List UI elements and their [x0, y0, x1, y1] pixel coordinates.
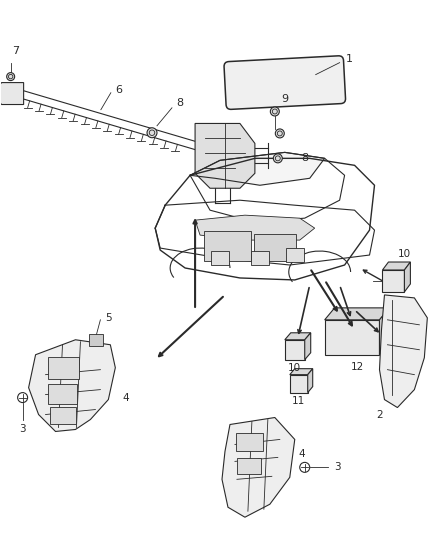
Circle shape [273, 154, 283, 163]
Polygon shape [290, 375, 308, 393]
Text: 10: 10 [288, 362, 301, 373]
Text: 3: 3 [19, 424, 26, 434]
Polygon shape [382, 262, 410, 270]
FancyBboxPatch shape [224, 56, 346, 109]
Text: 7: 7 [12, 46, 19, 55]
FancyBboxPatch shape [236, 433, 263, 451]
FancyBboxPatch shape [48, 384, 78, 403]
Text: 3: 3 [334, 462, 341, 472]
FancyBboxPatch shape [254, 234, 296, 261]
FancyBboxPatch shape [211, 251, 229, 265]
Text: 8: 8 [177, 98, 184, 108]
Polygon shape [308, 369, 313, 393]
Polygon shape [325, 308, 389, 320]
Polygon shape [379, 295, 427, 408]
Text: 2: 2 [376, 409, 383, 419]
FancyBboxPatch shape [237, 458, 261, 474]
Polygon shape [379, 308, 389, 355]
Text: 6: 6 [115, 85, 122, 95]
FancyBboxPatch shape [48, 357, 79, 378]
Text: 4: 4 [298, 449, 305, 459]
Text: 1: 1 [346, 54, 353, 63]
Polygon shape [28, 340, 115, 432]
Circle shape [270, 107, 279, 116]
FancyBboxPatch shape [251, 251, 269, 265]
Polygon shape [305, 333, 311, 360]
Text: 11: 11 [292, 395, 305, 406]
FancyBboxPatch shape [89, 334, 103, 346]
Circle shape [147, 128, 157, 138]
Text: 10: 10 [398, 249, 411, 259]
Text: 5: 5 [105, 313, 112, 323]
Polygon shape [325, 320, 379, 355]
Polygon shape [0, 83, 24, 104]
Circle shape [276, 129, 284, 138]
Polygon shape [195, 124, 255, 188]
Polygon shape [190, 152, 325, 185]
Text: 12: 12 [350, 362, 364, 372]
Polygon shape [195, 215, 314, 240]
Text: 4: 4 [122, 393, 129, 402]
Polygon shape [382, 270, 404, 292]
Polygon shape [222, 417, 295, 517]
Circle shape [7, 72, 14, 80]
Polygon shape [290, 369, 313, 375]
Polygon shape [285, 340, 305, 360]
Polygon shape [404, 262, 410, 292]
FancyBboxPatch shape [204, 231, 251, 261]
FancyBboxPatch shape [49, 407, 77, 424]
Text: 9: 9 [281, 93, 288, 103]
FancyBboxPatch shape [286, 248, 304, 262]
Text: 8: 8 [301, 154, 308, 163]
Polygon shape [285, 333, 311, 340]
